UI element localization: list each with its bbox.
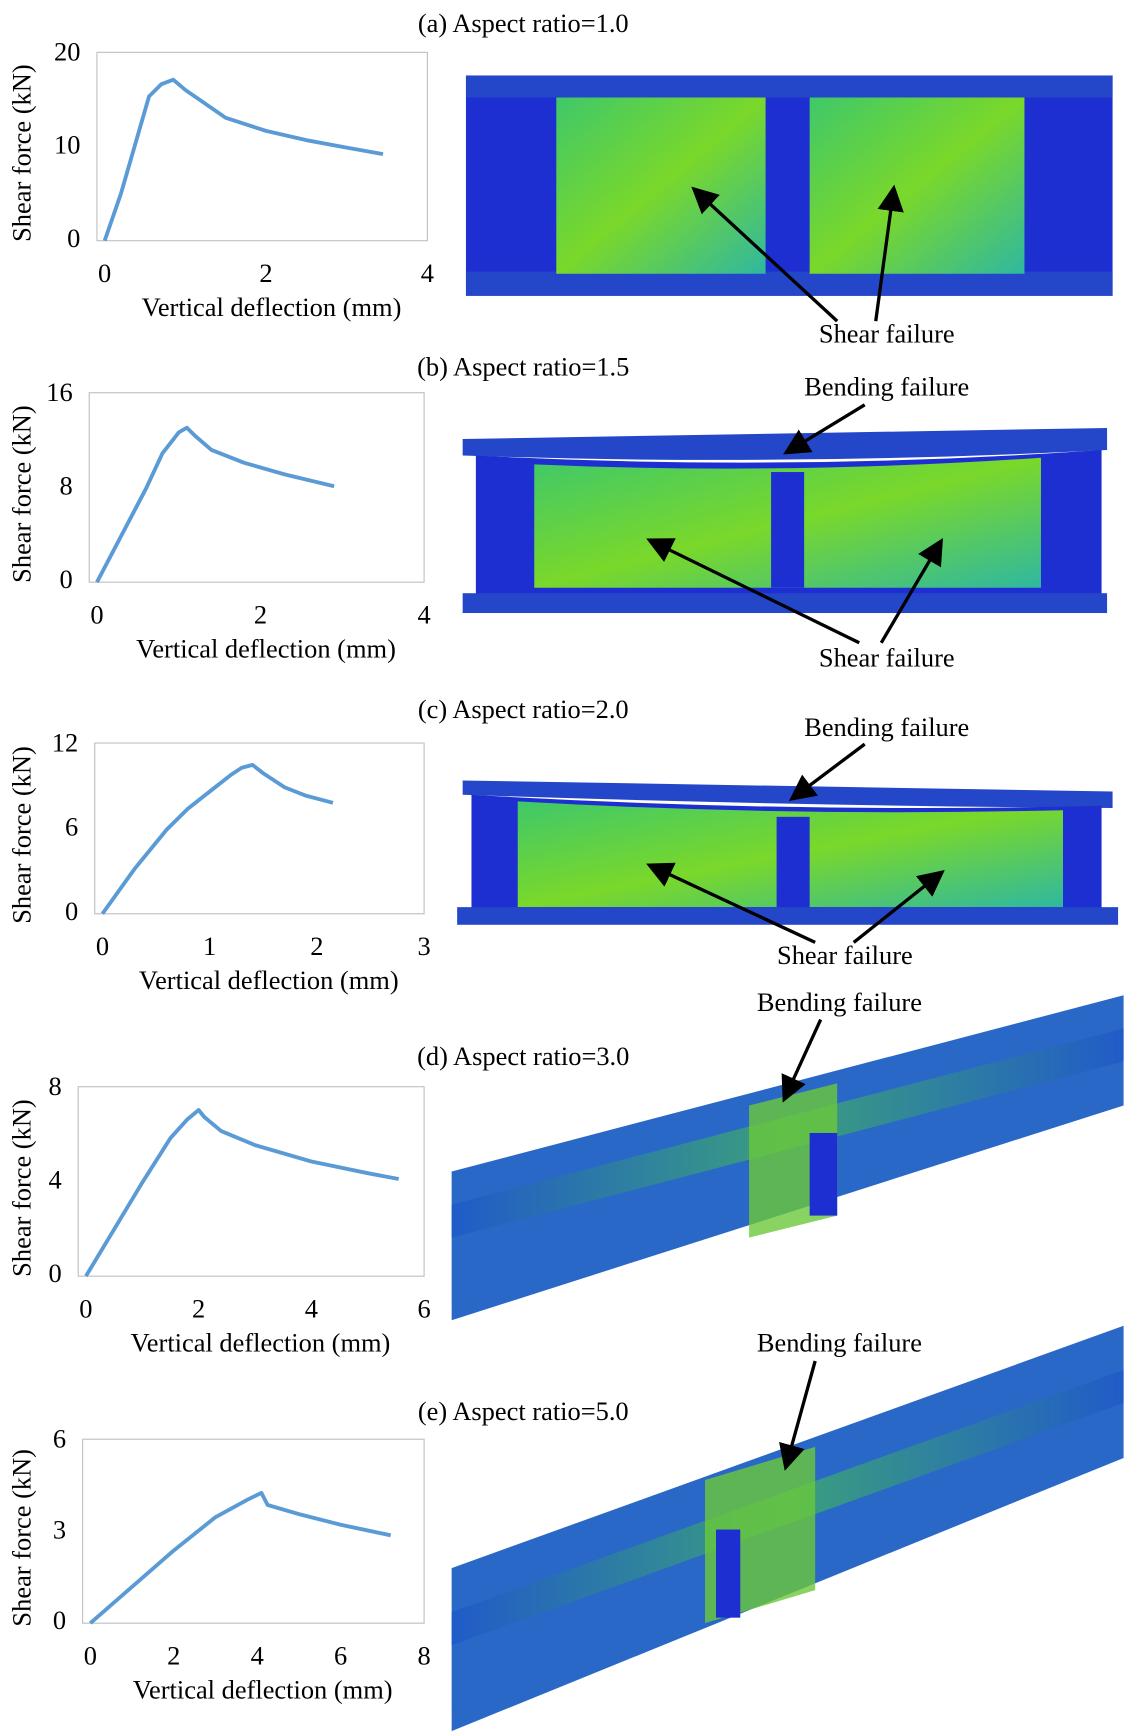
x-tick-label: 4 — [421, 258, 434, 288]
panel-title: (a) Aspect ratio=1.0 — [418, 8, 629, 38]
fe-model-c — [457, 780, 1118, 924]
y-tick-label: 0 — [48, 1258, 61, 1288]
x-tick-label: 6 — [334, 1640, 347, 1670]
data-line — [86, 1110, 399, 1276]
data-line — [105, 80, 383, 241]
x-tick-label: 2 — [192, 1293, 205, 1323]
x-tick-label: 3 — [417, 931, 430, 961]
x-tick-label: 4 — [305, 1293, 318, 1323]
y-tick-label: 4 — [48, 1165, 61, 1195]
x-tick-label: 4 — [417, 600, 430, 630]
x-tick-label: 6 — [417, 1293, 430, 1323]
y-tick-label: 6 — [53, 1423, 66, 1453]
x-tick-label: 0 — [84, 1640, 97, 1670]
annotation: Bending failure — [804, 371, 969, 401]
y-tick-label: 10 — [54, 130, 80, 160]
plot-frame — [78, 1087, 424, 1276]
y-tick-label: 0 — [65, 896, 78, 926]
y-axis-label: Shear force (kN) — [6, 405, 36, 583]
y-tick-label: 3 — [53, 1514, 66, 1544]
x-tick-label: 2 — [259, 258, 272, 288]
y-tick-label: 6 — [65, 812, 78, 842]
x-axis-label: Vertical deflection (mm) — [131, 1328, 391, 1358]
y-axis-label: Shear force (kN) — [6, 1449, 36, 1627]
annotation: Bending failure — [804, 712, 969, 742]
fe-model-a — [466, 75, 1113, 295]
y-axis-label: Shear force (kN) — [6, 746, 36, 924]
x-tick-label: 0 — [90, 600, 103, 630]
y-tick-label: 12 — [52, 727, 78, 757]
y-tick-label: 16 — [46, 377, 72, 407]
x-axis-label: Vertical deflection (mm) — [133, 1675, 393, 1705]
y-tick-label: 20 — [54, 37, 80, 67]
y-axis-label: Shear force (kN) — [6, 1099, 36, 1277]
annotation: Shear failure — [819, 319, 955, 349]
annotation: Bending failure — [757, 987, 922, 1017]
panel-title: (d) Aspect ratio=3.0 — [417, 1041, 629, 1071]
y-tick-label: 0 — [59, 564, 72, 594]
x-axis-label: Vertical deflection (mm) — [139, 965, 399, 995]
panel-title: (c) Aspect ratio=2.0 — [418, 694, 629, 724]
y-tick-label: 0 — [53, 1605, 66, 1635]
panel-title: (e) Aspect ratio=5.0 — [418, 1396, 629, 1426]
plot-frame — [89, 393, 424, 582]
annotation: Shear failure — [777, 940, 913, 970]
y-tick-label: 0 — [67, 223, 80, 253]
x-tick-label: 4 — [251, 1640, 264, 1670]
x-tick-label: 1 — [203, 931, 216, 961]
annotation: Bending failure — [757, 1328, 922, 1358]
x-axis-label: Vertical deflection (mm) — [136, 634, 396, 664]
x-tick-label: 8 — [417, 1640, 430, 1670]
fe-model-b — [463, 428, 1107, 613]
data-line — [97, 428, 334, 582]
panel-title: (b) Aspect ratio=1.5 — [417, 352, 629, 382]
y-tick-label: 8 — [48, 1071, 61, 1101]
x-tick-label: 2 — [310, 931, 323, 961]
x-tick-label: 0 — [98, 258, 111, 288]
y-tick-label: 8 — [59, 471, 72, 501]
x-tick-label: 0 — [96, 931, 109, 961]
data-line — [90, 1493, 390, 1623]
y-axis-label: Shear force (kN) — [6, 64, 36, 242]
figure: Shear failure Bending failure Shear fail… — [0, 0, 1128, 1735]
x-tick-label: 2 — [167, 1640, 180, 1670]
x-tick-label: 2 — [254, 600, 267, 630]
data-line — [102, 765, 333, 914]
plot-frame — [97, 52, 427, 240]
fe-model-e — [452, 1326, 1124, 1731]
x-tick-label: 0 — [79, 1293, 92, 1323]
annotation: Shear failure — [819, 642, 955, 672]
x-axis-label: Vertical deflection (mm) — [142, 292, 402, 322]
